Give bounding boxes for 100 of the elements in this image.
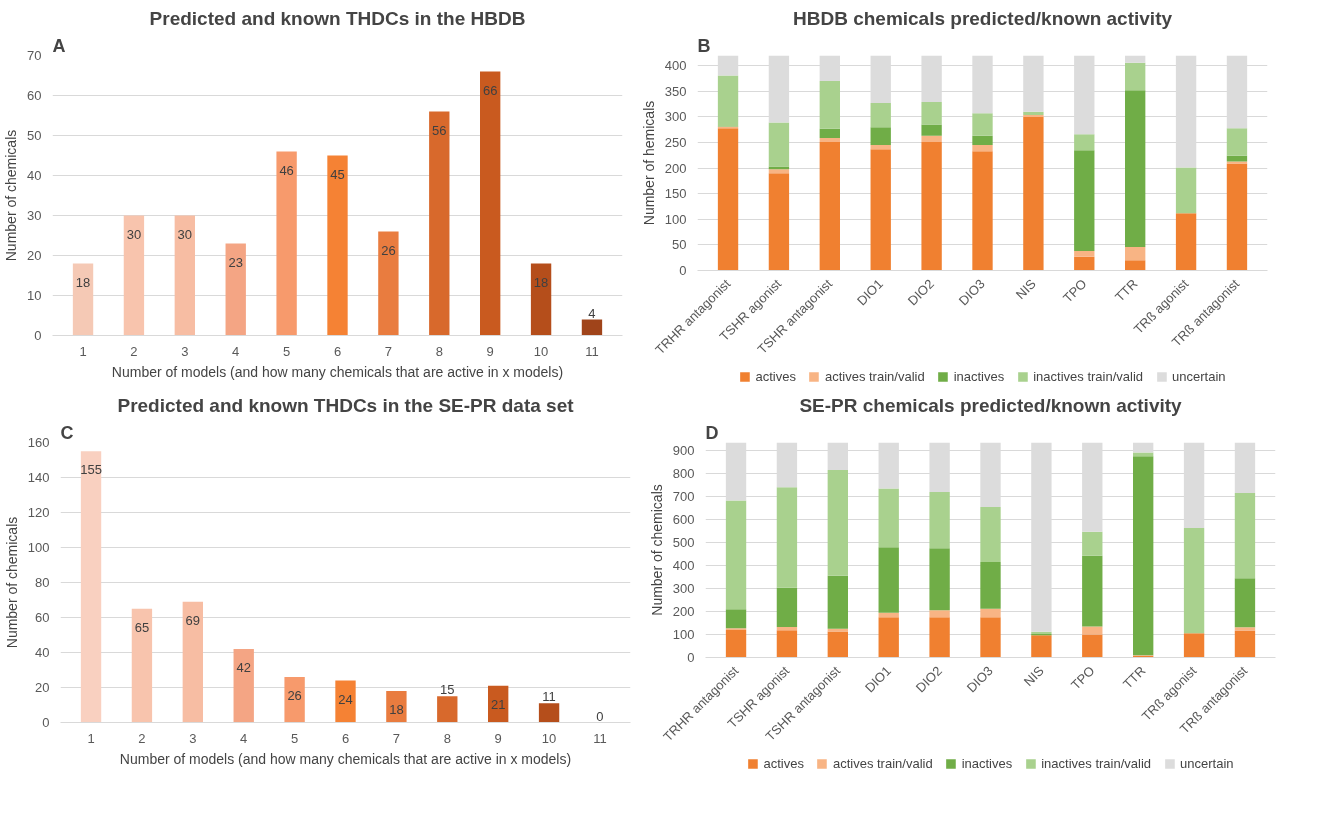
chart-title: Predicted and known THDCs in the SE-PR data set [117,394,575,416]
legend-label: inactives train/valid [1033,368,1144,384]
x-tick-label: 11 [585,343,599,359]
x-tick-label: 6 [341,730,350,746]
x-tick-label: 2 [130,343,138,359]
data-label: 15 [440,682,455,698]
x-tick-label: 3 [181,343,189,359]
y-tick-label: 500 [672,535,695,551]
y-tick-label: 350 [664,83,687,99]
y-tick-label: 70 [27,48,42,63]
y-tick-label: 40 [35,645,50,660]
data-label: 69 [185,612,201,628]
x-tick-label: 3 [189,730,197,746]
annotation: D [705,422,719,443]
x-tick-label: 7 [384,343,393,359]
legend-label: inactives [953,368,1005,384]
data-label: 42 [236,660,251,675]
y-axis-title: Number of chemicals [648,484,665,616]
legend-label: actives [763,755,804,771]
x-tick-label: 4 [240,730,248,746]
x-axis-title: Number of models (and how many chemicals that are active in x models) [111,363,564,380]
y-tick-label: 100 [672,627,695,643]
y-tick-label: 60 [35,610,50,625]
y-tick-label: 160 [27,435,50,450]
data-label: 56 [432,122,447,138]
data-label: 0 [596,708,604,724]
data-label: 45 [330,166,345,182]
legend-label: inactives [961,755,1013,771]
x-tick-label: NIS [1012,275,1039,303]
x-tick-label: NIS [1020,662,1047,690]
y-tick-label: 50 [27,128,42,143]
legend-label: actives train/valid [832,755,933,771]
x-tick-label: 5 [290,730,299,746]
y-tick-label: 700 [672,489,695,505]
chart-title: SE-PR chemicals predicted/known activity [799,394,1183,416]
legend-label: inactives train/valid [1041,755,1152,771]
data-label: 26 [287,688,302,703]
legend-label: uncertain [1172,368,1226,384]
data-label: 18 [75,274,91,290]
y-tick-label: 50 [672,237,687,253]
y-tick-label: 300 [664,109,687,125]
x-tick-label: 5 [282,343,291,359]
x-tick-label: 10 [541,730,557,746]
x-tick-label: 4 [232,343,240,359]
y-tick-label: 400 [672,558,695,574]
chart-title: Predicted and known THDCs in the HBDB [149,7,526,29]
data-label: 30 [177,226,193,242]
y-tick-label: 900 [672,443,695,459]
x-tick-label: 8 [443,730,451,746]
annotation: A [52,35,66,56]
y-tick-label: 150 [664,186,687,202]
chart-title: HBDB chemicals predicted/known activity [792,7,1173,29]
data-label: 23 [228,254,243,270]
y-tick-label: 20 [35,680,50,695]
y-tick-label: 100 [664,211,687,227]
x-tick-label: 1 [87,730,95,746]
y-tick-label: 0 [34,328,42,343]
x-tick-label: 2 [138,730,146,746]
y-tick-label: 20 [27,248,42,263]
y-tick-label: 0 [679,263,687,278]
y-tick-label: 300 [672,581,695,597]
x-tick-label: 7 [392,730,401,746]
data-label: 46 [279,162,294,178]
y-tick-label: 200 [664,160,687,176]
y-tick-label: 60 [27,88,42,103]
legend-label: uncertain [1180,755,1234,771]
y-tick-label: 40 [27,168,42,183]
y-axis-title: Number of hemicals [640,100,657,226]
x-tick-label: 8 [435,343,443,359]
x-tick-label: 6 [333,343,342,359]
y-tick-label: 0 [687,650,695,665]
y-tick-label: 120 [27,505,50,520]
y-axis-title: Number of chemicals [3,129,20,262]
y-axis-title: Number of chemicals [3,516,20,649]
y-tick-label: 600 [672,512,695,528]
x-tick-label: TPO [1068,663,1098,693]
legend-label: actives train/valid [824,368,925,384]
data-label: 30 [126,226,142,242]
data-label: 18 [533,274,549,290]
x-tick-label: TTR [1112,276,1141,305]
data-label: 26 [381,242,396,258]
x-tick-label: 9 [494,730,502,746]
y-tick-label: 0 [42,715,50,730]
y-tick-label: 30 [27,208,42,223]
x-tick-label: TPO [1060,276,1090,306]
x-tick-label: 9 [486,343,494,359]
y-tick-label: 80 [35,575,50,590]
data-label: 66 [482,82,498,98]
data-label: 21 [490,696,506,712]
y-tick-label: 800 [672,466,695,482]
annotation: C [60,422,74,443]
data-label: 65 [134,619,150,635]
legend-label: actives [755,368,796,384]
x-axis-title: Number of models (and how many chemicals that are active in x models) [119,750,572,767]
data-label: 155 [80,462,102,478]
x-tick-label: 11 [593,730,607,746]
x-tick-label: 10 [533,343,549,359]
y-tick-label: 140 [27,470,50,485]
x-tick-label: TTR [1120,663,1149,692]
y-tick-label: 200 [672,604,695,620]
